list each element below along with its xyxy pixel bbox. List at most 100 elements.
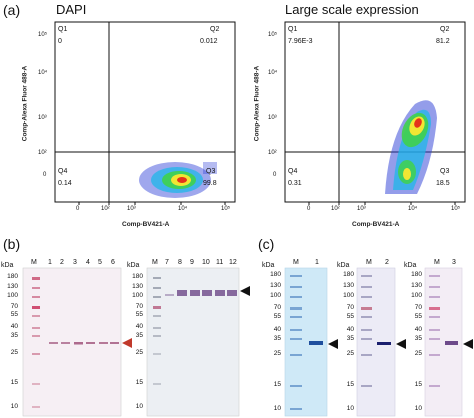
gel-b1-marker-100: 100 (7, 292, 18, 299)
plot2-q1-name: Q1 (288, 26, 298, 33)
gel-c3-marker-35: 35 (414, 335, 422, 342)
plot1-xtick-1e5: 10⁵ (221, 206, 231, 212)
plot1-density-population (139, 162, 217, 198)
plot1-q2-name: Q2 (210, 26, 220, 33)
plot2-ytick-1e5: 10⁵ (268, 32, 278, 38)
gel-b2-lane-M: M (152, 259, 158, 266)
gel-c3-marker-70: 70 (414, 304, 422, 311)
gel-b2-marker-10: 10 (135, 403, 143, 410)
gel-c2-target-band (377, 342, 391, 345)
gel-c2-ladder (361, 275, 372, 387)
gel-c1-marker-100: 100 (270, 292, 281, 299)
plot2-q3-value: 18.5 (436, 180, 450, 187)
gel-b2-lane-8: 8 (178, 259, 182, 266)
gel-c2-marker-180: 180 (343, 271, 354, 278)
gel-c1-arrow (328, 339, 338, 349)
plot2-y-axis-label: Comp-Alexa Fluor 488-A (253, 65, 261, 142)
gel-b2-lane-9: 9 (190, 259, 194, 266)
gel-b2-lane-11: 11 (216, 259, 224, 266)
plot1-xtick-1e3: 10³ (127, 206, 136, 212)
gel-c1-marker-25: 25 (273, 350, 281, 357)
gel-b1-lane-4: 4 (86, 259, 90, 266)
plot1-q3-name: Q3 (206, 168, 216, 175)
plot1-y-axis-label: Comp-Alexa Fluor 488-A (21, 65, 29, 142)
gel-b1-lane-6: 6 (111, 259, 115, 266)
plot2-q4-value: 0.31 (288, 180, 302, 187)
gel-b2-lane-7: 7 (165, 259, 169, 266)
gel-c1-marker-10: 10 (273, 405, 281, 412)
gel-b1-lane-1: 1 (48, 259, 52, 266)
gel-b2-marker-40: 40 (135, 323, 143, 330)
gel-c3 (424, 267, 463, 417)
gel-c2-lane-M: M (366, 259, 372, 266)
gel-b1 (22, 267, 122, 417)
gel-b2-marker-35: 35 (135, 332, 143, 339)
gel-c3-arrow (463, 339, 473, 349)
gel-b2-lane-12: 12 (229, 259, 237, 266)
plot1-ytick-1e4: 10⁴ (38, 70, 48, 76)
gel-c3-marker-25: 25 (414, 350, 422, 357)
gel-b1-kda-label: kDa (1, 262, 14, 269)
plot1-ytick-1e3: 10³ (38, 115, 47, 121)
gel-c3-kda-label: kDa (404, 262, 417, 269)
gel-c2-marker-100: 100 (343, 292, 354, 299)
plot2-area (284, 21, 466, 205)
gel-c2-kda-label: kDa (337, 262, 350, 269)
plot1-q2-value: 0.012 (200, 38, 218, 45)
plot2-x-ticks (308, 202, 456, 205)
gel-b1-marker-10: 10 (10, 403, 18, 410)
plot1-frame (54, 21, 236, 203)
gel-c2-marker-15: 15 (346, 381, 354, 388)
gel-c2-lane-2: 2 (385, 259, 389, 266)
plot2-xtick-1e3: 10³ (357, 206, 366, 212)
gel-b1-marker-180: 180 (7, 273, 18, 280)
gel-b1-marker-55: 55 (10, 311, 18, 318)
gel-b1-lane-M: M (31, 259, 37, 266)
plot2-ytick-1e3: 10³ (268, 115, 277, 121)
plot2-ytick-0: 0 (273, 172, 277, 178)
plot2-xtick-1e2: 10² (331, 206, 340, 212)
plot1-q1-value: 0 (58, 38, 62, 45)
gel-b2-marker-25: 25 (135, 349, 143, 356)
gel-b2-target-bands (165, 290, 237, 296)
plot1-ytick-1e2: 10² (38, 150, 47, 156)
plot1-q4-name: Q4 (58, 168, 68, 175)
gel-c2-marker-130: 130 (343, 282, 354, 289)
plot1-x-ticks (78, 202, 226, 205)
gel-b1-arrow (122, 338, 132, 348)
gel-c2-marker-55: 55 (346, 313, 354, 320)
gel-c1-lane-M: M (293, 259, 299, 266)
gel-c1 (284, 267, 328, 417)
plot2-x-axis-label: Comp-BV421-A (352, 221, 400, 228)
gel-b1-marker-15: 15 (10, 379, 18, 386)
gel-b1-marker-35: 35 (10, 332, 18, 339)
gel-c3-marker-15: 15 (414, 381, 422, 388)
plot2-q2-value: 81.2 (436, 38, 450, 45)
gel-c2-arrow (396, 339, 406, 349)
plot1-xtick-0: 0 (76, 206, 80, 212)
plot1-ytick-0: 0 (43, 172, 47, 178)
plot2-xtick-1e5: 10⁵ (451, 206, 461, 212)
plot2-title: Large scale expression (285, 2, 419, 17)
gel-b2-ladder (153, 277, 161, 385)
gel-c1-lane-1: 1 (315, 259, 319, 266)
gel-b1-marker-40: 40 (10, 323, 18, 330)
gel-c1-marker-180: 180 (270, 271, 281, 278)
plot2-xtick-1e4: 10⁴ (408, 206, 418, 212)
gel-c1-marker-70: 70 (273, 304, 281, 311)
gel-b2-marker-180: 180 (132, 273, 143, 280)
plot1-xtick-1e2: 10² (101, 206, 110, 212)
gel-c3-lane-M: M (434, 259, 440, 266)
plot1-x-axis-label: Comp-BV421-A (122, 221, 170, 228)
gel-b1-lane-5: 5 (98, 259, 102, 266)
gel-c1-marker-35: 35 (273, 335, 281, 342)
gel-c1-marker-15: 15 (273, 381, 281, 388)
gel-c1-marker-55: 55 (273, 313, 281, 320)
gel-c1-ladder (290, 275, 302, 410)
gel-b2-marker-55: 55 (135, 311, 143, 318)
gel-c2-marker-70: 70 (346, 304, 354, 311)
gel-c2-marker-40: 40 (346, 326, 354, 333)
gel-c2-marker-35: 35 (346, 335, 354, 342)
gel-b2-arrow (240, 286, 250, 296)
gel-c3-marker-10: 10 (414, 405, 422, 412)
